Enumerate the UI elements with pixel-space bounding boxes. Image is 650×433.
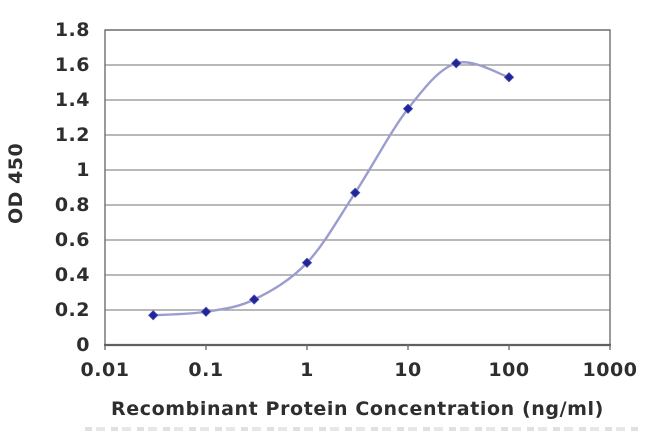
y-tick-label: 1.2 [54,124,90,146]
y-tick-label: 0.4 [54,264,90,286]
x-axis-title: Recombinant Protein Concentration (ng/ml… [111,398,604,420]
data-point-marker [200,306,212,317]
data-point-marker [249,294,260,305]
data-point-marker [350,187,361,198]
y-tick-label: 0.6 [54,229,90,251]
data-point-marker [301,257,313,268]
data-point-marker [503,72,515,83]
x-tick-label: 100 [488,359,530,381]
cropped-text-artifact [85,427,642,431]
x-tick-label: 10 [394,359,422,381]
y-tick-label: 0 [76,334,90,356]
series-line [151,61,511,317]
y-tick-label: 1 [76,159,90,181]
data-point-marker [148,310,159,321]
data-point-marker [402,103,414,114]
data-point-marker [451,58,462,69]
x-tick-label: 1 [300,359,314,381]
y-tick-label: 1.4 [54,89,90,111]
x-tick-label: 1000 [582,359,638,381]
y-tick-label: 1.8 [54,19,90,41]
x-tick-label: 0.01 [80,359,130,381]
y-axis-title: OD 450 [5,142,27,224]
y-tick-label: 0.2 [54,299,90,321]
y-tick-label: 0.8 [54,194,90,216]
y-tick-label: 1.6 [54,54,90,76]
x-tick-label: 0.1 [188,359,224,381]
